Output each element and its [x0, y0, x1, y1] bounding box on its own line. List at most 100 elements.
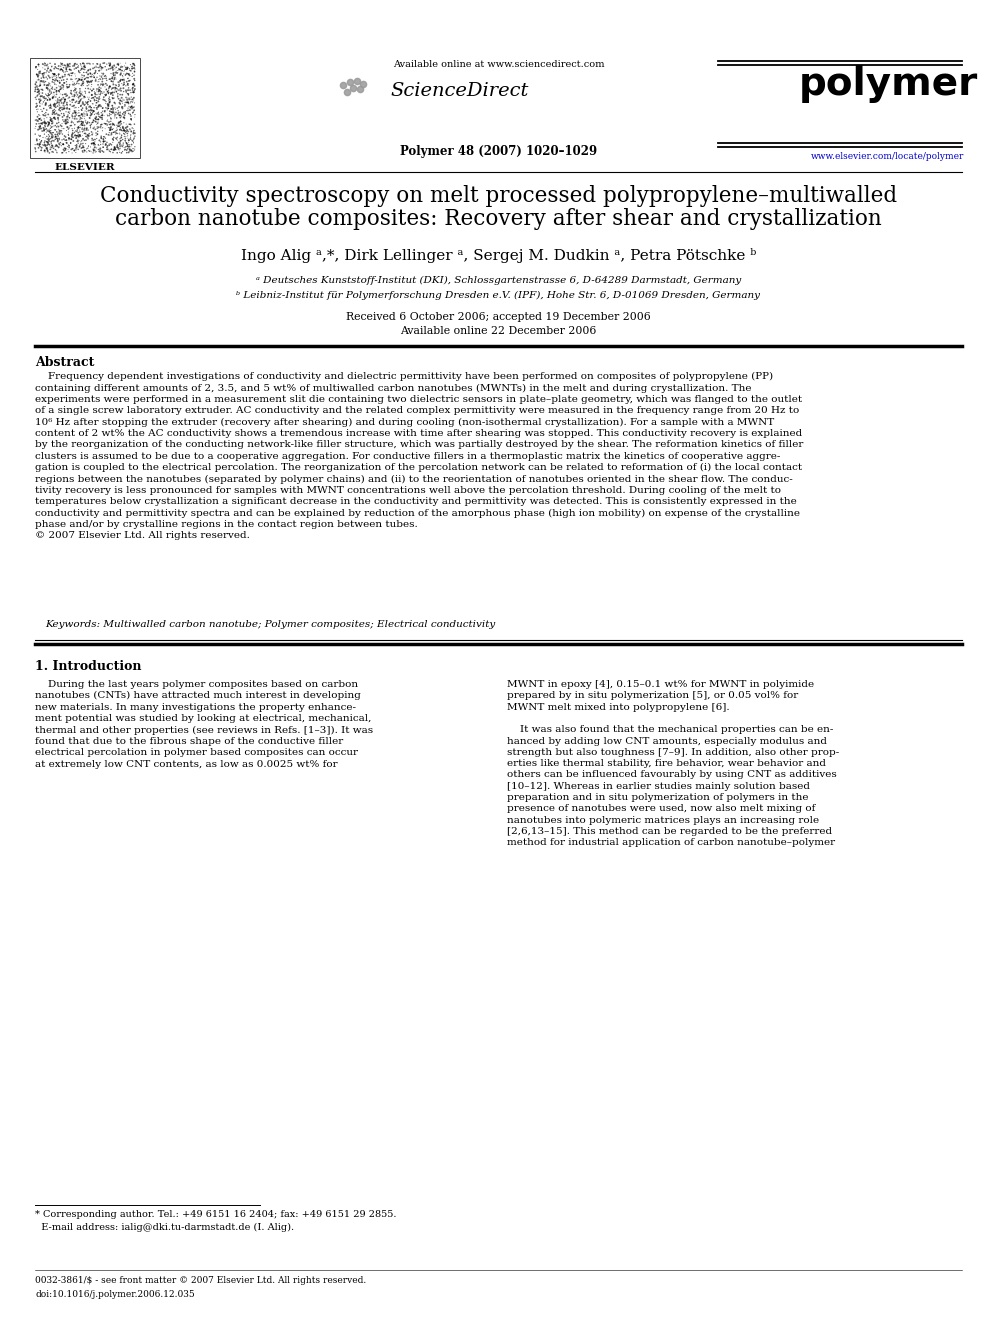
Point: [116, 126, 132, 147]
Point: [94, 140, 110, 161]
Point: [34, 67, 50, 89]
Point: [67, 102, 83, 123]
Point: [121, 120, 137, 142]
Point: [64, 56, 80, 77]
Point: [126, 53, 142, 74]
Point: [73, 131, 89, 152]
Point: [121, 70, 137, 91]
Point: [109, 142, 125, 163]
Point: [95, 136, 111, 157]
Point: [46, 142, 62, 163]
Point: [29, 130, 45, 151]
Point: [51, 116, 66, 138]
Point: [119, 136, 135, 157]
Point: [47, 136, 62, 157]
Point: [117, 94, 133, 115]
Point: [52, 91, 67, 112]
Point: [79, 93, 95, 114]
Point: [40, 128, 56, 149]
Point: [93, 66, 109, 87]
Point: [71, 62, 87, 83]
Point: [59, 130, 74, 151]
Point: [42, 134, 58, 155]
Point: [73, 103, 89, 124]
Point: [92, 116, 108, 138]
Point: [58, 57, 73, 78]
Point: [70, 60, 86, 81]
Point: [74, 75, 90, 97]
Point: [46, 82, 62, 103]
Point: [65, 95, 81, 116]
Point: [33, 86, 49, 107]
Point: [95, 65, 111, 86]
Point: [95, 89, 111, 110]
Point: [69, 85, 85, 106]
Point: [93, 81, 109, 102]
Point: [49, 93, 64, 114]
Point: [41, 119, 57, 140]
Point: [89, 66, 105, 87]
Point: [62, 65, 77, 86]
Point: [96, 67, 112, 89]
Point: [110, 78, 126, 99]
Point: [77, 57, 93, 78]
Point: [73, 99, 89, 120]
Point: [67, 106, 83, 127]
Point: [68, 86, 84, 107]
Point: [114, 114, 130, 135]
Point: [60, 57, 75, 78]
Point: [52, 130, 67, 151]
Point: [73, 130, 89, 151]
Point: [74, 103, 90, 124]
Point: [111, 60, 127, 81]
Point: [48, 90, 63, 111]
Point: [117, 130, 133, 151]
Point: [59, 83, 74, 105]
Point: [102, 101, 118, 122]
Point: [105, 142, 121, 163]
Point: [38, 112, 54, 134]
Point: [97, 93, 113, 114]
Point: [41, 114, 57, 135]
Point: [44, 126, 60, 147]
Point: [120, 85, 136, 106]
Point: [62, 56, 77, 77]
Text: * Corresponding author. Tel.: +49 6151 16 2404; fax: +49 6151 29 2855.: * Corresponding author. Tel.: +49 6151 1…: [35, 1211, 397, 1218]
Point: [83, 87, 99, 108]
Point: [27, 74, 43, 95]
Point: [75, 136, 91, 157]
Point: [47, 99, 62, 120]
Point: [59, 58, 74, 79]
Point: [31, 81, 47, 102]
Point: [110, 86, 126, 107]
Point: [87, 83, 103, 105]
Point: [29, 93, 45, 114]
Point: [62, 94, 78, 115]
Point: [32, 61, 48, 82]
Point: [49, 69, 64, 90]
Point: [116, 123, 132, 144]
Point: [77, 94, 93, 115]
Point: [38, 116, 54, 138]
Point: [125, 74, 141, 95]
Point: [51, 110, 66, 131]
Point: [126, 87, 142, 108]
Point: [71, 93, 87, 114]
Point: [71, 119, 87, 140]
Point: [88, 97, 104, 118]
Point: [75, 93, 91, 114]
Point: [94, 74, 110, 95]
Point: [82, 105, 98, 126]
Point: [124, 89, 140, 110]
Point: [97, 65, 113, 86]
Point: [79, 93, 95, 114]
Point: [125, 90, 141, 111]
Point: [67, 135, 83, 156]
Point: [48, 139, 63, 160]
Point: [101, 86, 117, 107]
Point: [33, 70, 49, 91]
Point: [113, 60, 129, 81]
Point: [86, 97, 102, 118]
Point: [84, 132, 100, 153]
Point: [127, 58, 143, 79]
